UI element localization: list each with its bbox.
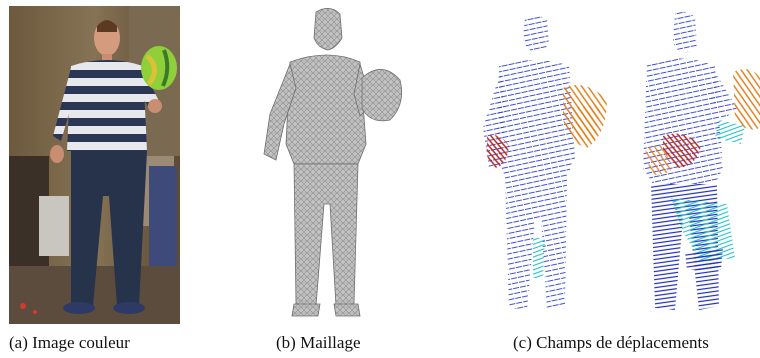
caption-b: (b) Maillage xyxy=(276,333,361,352)
field-right xyxy=(643,11,760,310)
panel-mesh xyxy=(250,4,410,326)
caption-a: (a) Image couleur xyxy=(9,333,130,352)
grey-3d-mesh-silhouette xyxy=(263,8,403,317)
panel-displacement-fields xyxy=(475,8,760,326)
caption-c: (c) Champs de déplacements xyxy=(513,333,709,352)
field-left xyxy=(483,15,607,310)
panel-color-image xyxy=(9,6,180,324)
photo-of-person-holding-ball xyxy=(9,6,180,324)
displacement-vector-field xyxy=(483,11,760,310)
